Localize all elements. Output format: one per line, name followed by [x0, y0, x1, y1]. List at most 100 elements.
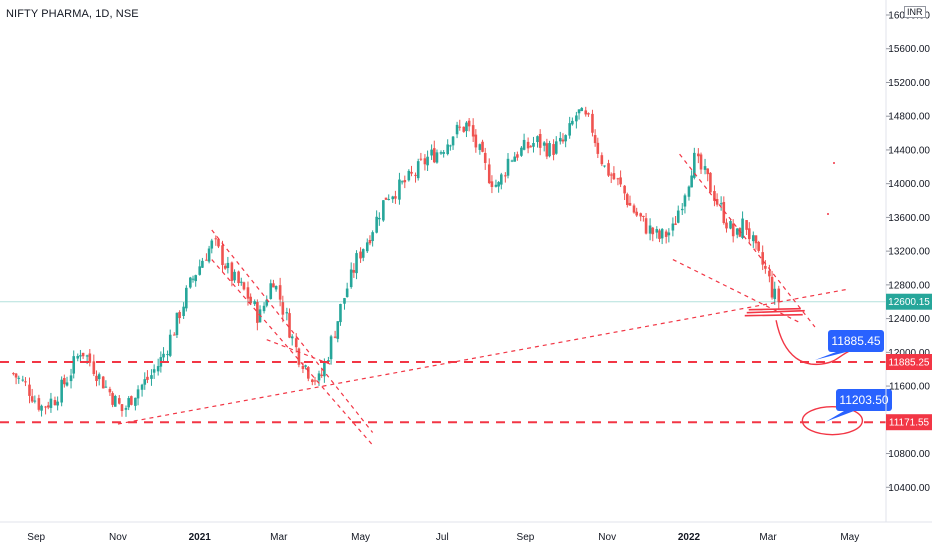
price-axis[interactable]: 16000.0015600.0015200.0014800.0014400.00… — [885, 0, 932, 522]
candle-body — [671, 223, 675, 231]
time-axis[interactable]: Sep Nov 2021 Mar May Jul Sep Nov 2022 Mar May — [0, 521, 932, 543]
trend-line[interactable] — [266, 339, 333, 366]
candle-body — [156, 366, 160, 372]
candle-body — [587, 113, 590, 115]
candle-body — [226, 262, 230, 269]
candle-body — [596, 142, 600, 154]
candle-body — [239, 281, 243, 283]
candle-body — [487, 164, 491, 184]
candle-body — [221, 245, 224, 266]
candle-body — [327, 360, 330, 362]
candle-body — [607, 163, 610, 176]
candle-body — [584, 110, 588, 115]
candle-body — [561, 139, 565, 142]
price-tick-label: 10800.00 — [888, 449, 930, 460]
candle-body — [288, 313, 291, 338]
candle-body — [516, 154, 519, 158]
level-price-tag — [886, 414, 932, 431]
candle-body — [754, 235, 758, 244]
candle-body — [294, 338, 298, 348]
candle-body — [497, 182, 500, 187]
candle-body — [757, 241, 760, 251]
candle-body — [127, 398, 130, 408]
candle-body — [619, 177, 622, 185]
symbol-title[interactable]: NIFTY PHARMA, 1D, NSE — [6, 8, 139, 20]
candle-body — [648, 225, 652, 234]
candle-body — [664, 231, 668, 237]
target-callout-2-box[interactable] — [836, 389, 892, 411]
candle-body — [150, 375, 153, 379]
candle-body — [680, 208, 684, 211]
time-tick-label: May — [840, 532, 859, 543]
price-tick-label: 14000.00 — [888, 179, 930, 190]
candle-body — [458, 126, 462, 128]
support-zone-mark[interactable] — [744, 307, 805, 317]
candle-body — [210, 240, 214, 249]
candle-body — [375, 216, 378, 233]
annotation-dot — [833, 162, 835, 164]
candle-body — [72, 356, 76, 374]
candle-body — [628, 202, 632, 206]
candle-body — [609, 174, 613, 176]
trend-line[interactable] — [672, 259, 801, 324]
candle-body — [545, 143, 549, 157]
price-tick-label: 12800.00 — [888, 280, 930, 291]
currency-badge: INR — [904, 6, 926, 18]
candle-body — [63, 378, 66, 385]
candle-body — [329, 336, 333, 360]
candle-body — [172, 334, 176, 336]
target-circle[interactable] — [801, 405, 864, 436]
candle-body — [483, 152, 487, 163]
candle-body — [56, 401, 59, 406]
target-callout-1-box[interactable] — [828, 330, 884, 352]
price-tick-label: 10400.00 — [888, 483, 930, 494]
drawings[interactable]: 11885.45 11203.50 — [0, 153, 892, 446]
candle-body — [140, 384, 144, 390]
candle-body — [278, 285, 282, 300]
candle-body — [651, 227, 655, 235]
candle-body — [21, 379, 25, 381]
candle-body — [419, 158, 423, 160]
trend-line[interactable] — [679, 153, 816, 328]
candle-body — [272, 283, 275, 288]
last-price-tag — [886, 293, 932, 310]
time-tick-label: Mar — [270, 532, 288, 543]
candle-body — [333, 336, 337, 338]
candle-body — [593, 135, 597, 144]
time-tick-label: Sep — [27, 532, 45, 543]
candle-body — [111, 393, 114, 405]
candle-body — [217, 239, 220, 247]
candle-body — [60, 379, 63, 403]
candle-body — [113, 396, 117, 407]
candle-body — [400, 181, 404, 183]
projection-curve[interactable] — [775, 320, 853, 366]
trend-line[interactable] — [211, 229, 374, 433]
time-tick-label: Mar — [759, 532, 777, 543]
candle-body — [345, 288, 349, 298]
candle-body — [297, 348, 301, 365]
candle-body — [529, 146, 533, 148]
level-price-label: 11885.25 — [889, 358, 930, 369]
candle-body — [233, 271, 236, 281]
target-callout-1-label: 11885.45 — [831, 334, 880, 348]
trend-line[interactable] — [117, 288, 849, 425]
candle-body — [676, 210, 680, 223]
candle-body — [520, 147, 523, 156]
candle-body — [642, 215, 645, 217]
candle-body — [134, 397, 137, 406]
candle-body — [735, 228, 739, 235]
candle-body — [46, 405, 50, 408]
candle-body — [513, 156, 517, 162]
candle-body — [85, 355, 89, 357]
candle-body — [384, 197, 388, 200]
candle-body — [28, 384, 31, 396]
trend-line[interactable] — [211, 259, 374, 446]
candle-body — [124, 408, 128, 410]
level-price-tag — [886, 354, 932, 371]
candle-body — [320, 374, 323, 376]
time-tick-label: May — [351, 532, 370, 543]
price-tick-label: 14400.00 — [888, 145, 930, 156]
candle-body — [500, 174, 503, 185]
